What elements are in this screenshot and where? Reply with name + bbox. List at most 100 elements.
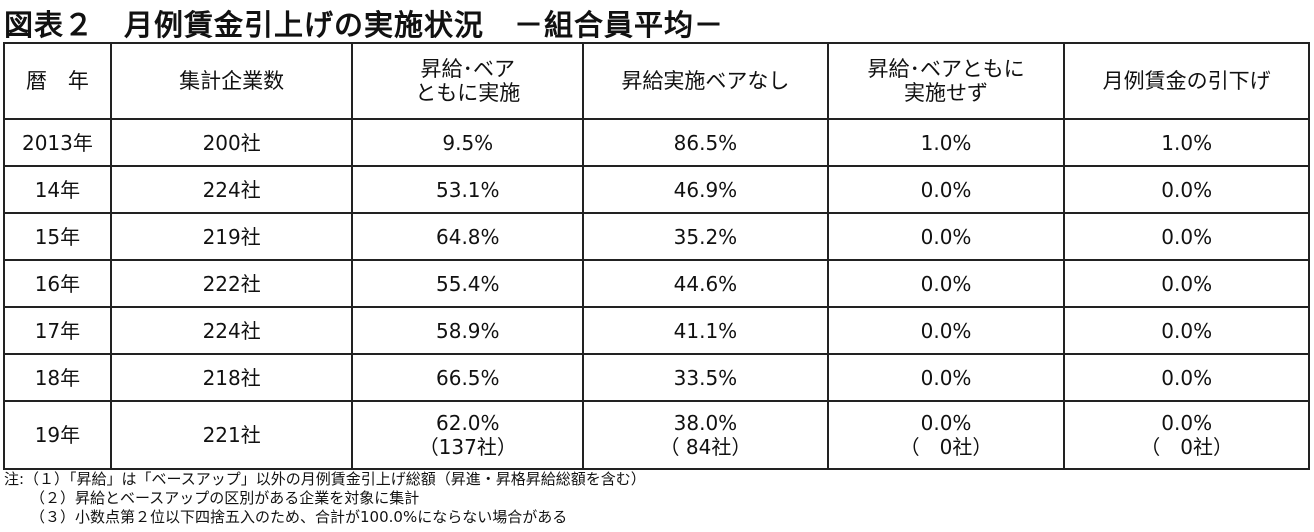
- table-cell: 224社: [109, 306, 354, 355]
- cell-line: 0.0%: [920, 365, 972, 390]
- cell-line: 0.0%: [920, 224, 972, 249]
- table-cell: 41.1%: [582, 306, 829, 355]
- title: 図表２ 月例賃金引上げの実施状況 －組合員平均－: [4, 8, 725, 42]
- header-cell: 昇給･ベアともに 実施せず: [826, 42, 1066, 120]
- cell-line: 0.0%: [1161, 365, 1213, 390]
- table-cell: 66.5%: [351, 353, 585, 402]
- table-cell: 62.0% （137社）: [351, 400, 585, 470]
- cell-line: 224社: [202, 177, 261, 202]
- table-row: 14年 224社 53.1% 46.9% 0.0% 0.0%: [3, 165, 1310, 214]
- table-cell: 53.1%: [351, 165, 585, 214]
- cell-line: 集計企業数: [179, 69, 285, 93]
- header-cell: 暦 年: [3, 42, 112, 120]
- table-cell: 0.0%: [826, 212, 1066, 261]
- table-cell: 0.0%: [826, 306, 1066, 355]
- table-cell: 14年: [3, 165, 112, 214]
- header-cell: 昇給実施ベアなし: [582, 42, 829, 120]
- cell-line: 44.6%: [673, 271, 738, 296]
- note: （３）小数点第２位以下四捨五入のため、合計が100.0%にならない場合がある: [30, 508, 568, 526]
- cell-line: 219社: [202, 224, 261, 249]
- cell-line: ともに実施: [415, 81, 521, 105]
- table-cell: 224社: [109, 165, 354, 214]
- cell-line: 224社: [202, 318, 261, 343]
- table-cell: 64.8%: [351, 212, 585, 261]
- cell-line: 0.0%: [920, 177, 972, 202]
- cell-line: 1.0%: [920, 130, 972, 155]
- table-cell: 0.0%: [826, 259, 1066, 308]
- cell-line: 1.0%: [1161, 130, 1213, 155]
- cell-line: 0.0%: [920, 271, 972, 296]
- table-cell: 15年: [3, 212, 112, 261]
- cell-line: （ 0社）: [899, 435, 993, 459]
- table-row: 15年 219社 64.8% 35.2% 0.0% 0.0%: [3, 212, 1310, 261]
- cell-line: 0.0%: [1161, 177, 1213, 202]
- table-cell: 38.0% （ 84社）: [582, 400, 829, 470]
- cell-line: 17年: [34, 318, 81, 343]
- cell-line: 2013年: [21, 130, 93, 155]
- table-cell: 9.5%: [351, 118, 585, 167]
- cell-line: 0.0%: [1161, 318, 1213, 343]
- table-cell: 35.2%: [582, 212, 829, 261]
- cell-line: 0.0%: [1161, 411, 1213, 435]
- note: 注:（１）「昇給」は「ベースアップ」以外の月例賃金引上げ総額（昇進・昇格昇給総額…: [4, 470, 646, 488]
- table-cell: 0.0% （ 0社）: [826, 400, 1066, 470]
- cell-line: 実施せず: [904, 81, 989, 105]
- header-cell: 集計企業数: [109, 42, 354, 120]
- cell-line: （ 0社）: [1140, 435, 1234, 459]
- header-cell: 昇給･ベア ともに実施: [351, 42, 585, 120]
- table-cell: 86.5%: [582, 118, 829, 167]
- cell-line: 41.1%: [673, 318, 738, 343]
- cell-line: 昇給実施ベアなし: [621, 69, 790, 93]
- cell-line: 53.1%: [436, 177, 500, 202]
- cell-line: （137社）: [418, 435, 517, 459]
- table-header: 暦 年 集計企業数 昇給･ベア ともに実施 昇給実施ベアなし 昇給･ベアともに 実施せず 月例…: [3, 42, 1310, 120]
- cell-line: 58.9%: [436, 318, 500, 343]
- table-cell: 0.0%: [1063, 306, 1310, 355]
- cell-line: 55.4%: [436, 271, 500, 296]
- cell-line: 221社: [202, 423, 261, 447]
- cell-line: 33.5%: [673, 365, 738, 390]
- cell-line: 16年: [34, 271, 81, 296]
- table-cell: 1.0%: [1063, 118, 1310, 167]
- table-cell: 221社: [109, 400, 354, 470]
- cell-line: 0.0%: [1161, 224, 1213, 249]
- cell-line: 0.0%: [920, 411, 972, 435]
- table-cell: 44.6%: [582, 259, 829, 308]
- cell-line: 14年: [34, 177, 81, 202]
- table-row: 19年 221社 62.0% （137社） 38.0% （ 84社） 0.0% （ 0社） 0.…: [3, 400, 1310, 470]
- cell-line: 218社: [202, 365, 261, 390]
- cell-line: 昇給･ベアともに: [867, 57, 1025, 81]
- table-cell: 19年: [3, 400, 112, 470]
- table-cell: 0.0%: [826, 165, 1066, 214]
- note: （２）昇給とベースアップの区別がある企業を対象に集計: [30, 489, 420, 507]
- table-cell: 0.0%: [1063, 259, 1310, 308]
- header-cell: 月例賃金の引下げ: [1063, 42, 1310, 120]
- table-cell: 18年: [3, 353, 112, 402]
- cell-line: 46.9%: [673, 177, 738, 202]
- table-cell: 0.0%: [1063, 353, 1310, 402]
- cell-line: 15年: [34, 224, 81, 249]
- cell-line: 86.5%: [673, 130, 738, 155]
- table-cell: 0.0% （ 0社）: [1063, 400, 1310, 470]
- cell-line: 0.0%: [1161, 271, 1213, 296]
- cell-line: 222社: [202, 271, 261, 296]
- cell-line: 19年: [34, 423, 81, 447]
- cell-line: 38.0%: [673, 411, 738, 435]
- table-row: 16年 222社 55.4% 44.6% 0.0% 0.0%: [3, 259, 1310, 308]
- table-cell: 2013年: [3, 118, 112, 167]
- table-cell: 0.0%: [826, 353, 1066, 402]
- header-row: 暦 年 集計企業数 昇給･ベア ともに実施 昇給実施ベアなし 昇給･ベアともに 実施せず 月例…: [3, 42, 1310, 120]
- table-cell: 0.0%: [1063, 212, 1310, 261]
- table-cell: 16年: [3, 259, 112, 308]
- cell-line: 暦 年: [25, 69, 89, 93]
- table-cell: 55.4%: [351, 259, 585, 308]
- table-cell: 58.9%: [351, 306, 585, 355]
- table-cell: 17年: [3, 306, 112, 355]
- data-table: 暦 年 集計企業数 昇給･ベア ともに実施 昇給実施ベアなし 昇給･ベアともに 実施せず 月例…: [3, 42, 1310, 470]
- cell-line: 0.0%: [920, 318, 972, 343]
- table-cell: 200社: [109, 118, 354, 167]
- table-row: 18年 218社 66.5% 33.5% 0.0% 0.0%: [3, 353, 1310, 402]
- cell-line: 9.5%: [442, 130, 494, 155]
- notes: 注:（１）「昇給」は「ベースアップ」以外の月例賃金引上げ総額（昇進・昇格昇給総額…: [4, 470, 646, 527]
- table-cell: 219社: [109, 212, 354, 261]
